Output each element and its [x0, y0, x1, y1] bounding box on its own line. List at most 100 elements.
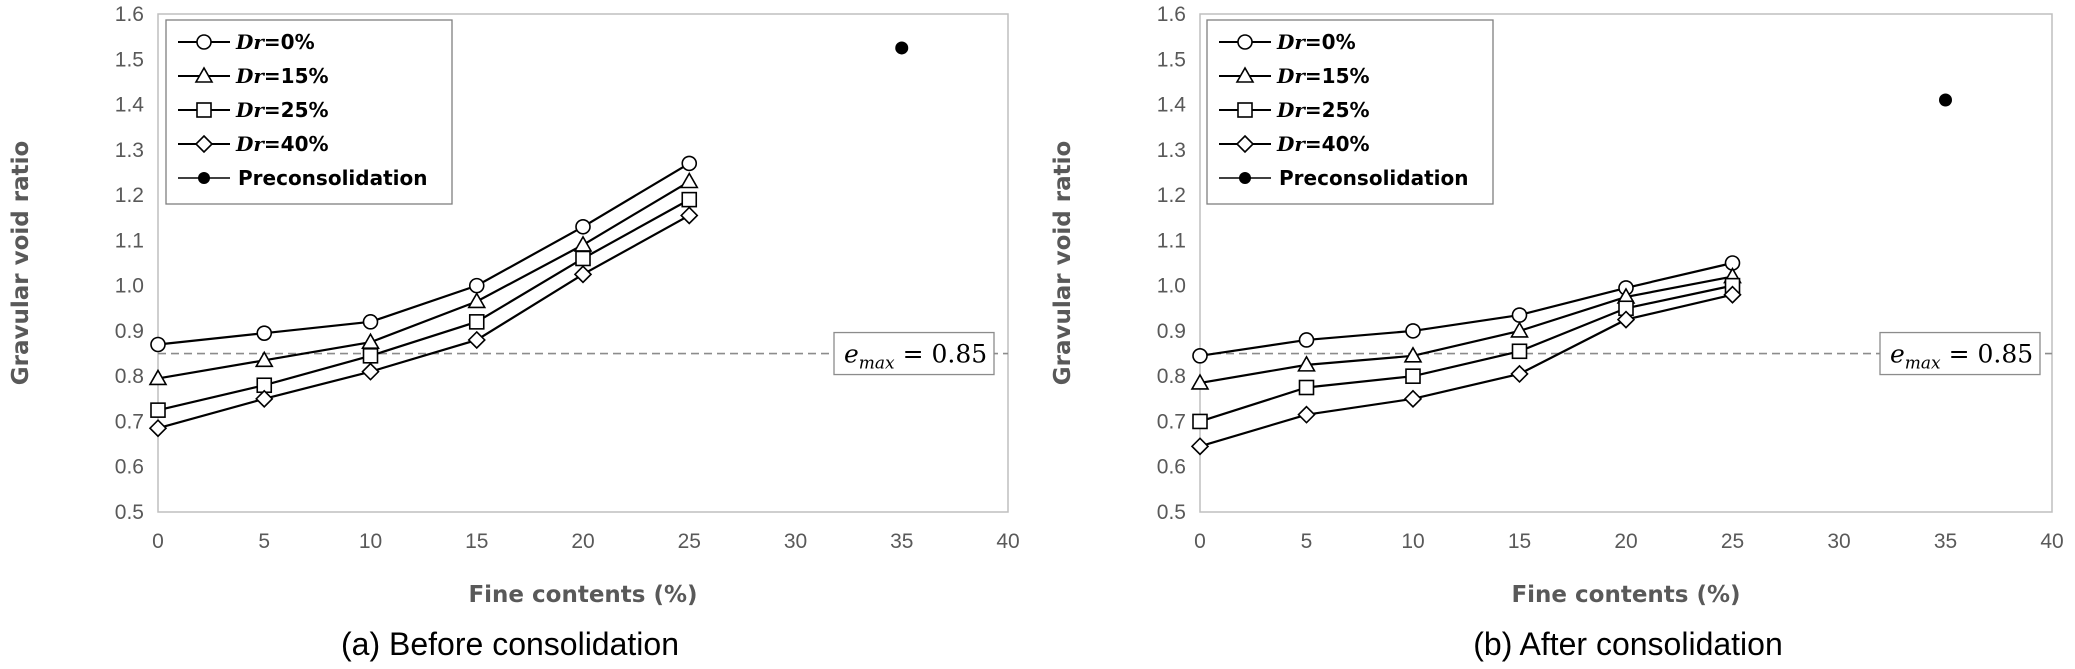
- x-tick-label: 15: [1508, 530, 1531, 553]
- data-point: [148, 419, 168, 438]
- data-point: [1510, 321, 1529, 338]
- y-tick-label: 0.6: [115, 456, 144, 479]
- legend-label-value: =40%: [264, 132, 329, 156]
- data-point: [256, 325, 273, 341]
- legend-label-value: =0%: [1305, 30, 1356, 54]
- series-line: [157, 214, 690, 430]
- series-diamond: [148, 206, 699, 438]
- data-point: [1297, 355, 1316, 372]
- legend-label: Dr=25%: [235, 98, 329, 122]
- y-tick-label: 1.0: [1157, 275, 1186, 298]
- data-point: [1511, 343, 1528, 360]
- data-point: [255, 389, 274, 408]
- data-point: [681, 191, 698, 208]
- reference-label-symbol: e: [1890, 340, 1905, 369]
- y-tick-label: 0.9: [1157, 320, 1186, 343]
- x-tick-label: 0: [1194, 530, 1206, 553]
- data-point: [468, 314, 485, 330]
- legend-label-variable: Dr: [235, 64, 265, 88]
- legend-label-value: =15%: [1305, 64, 1370, 88]
- legend-marker: [1237, 34, 1253, 50]
- reference-label-subscript: max: [859, 354, 895, 374]
- legend-label: Preconsolidation: [1279, 166, 1468, 190]
- data-point: [1405, 323, 1421, 339]
- legend-label-value: =40%: [1305, 132, 1370, 156]
- data-point: [679, 171, 699, 189]
- legend-label: Dr=15%: [235, 64, 329, 88]
- data-point: [362, 314, 379, 330]
- y-tick-label: 1.1: [1157, 229, 1186, 252]
- legend-label: Dr=40%: [235, 132, 329, 156]
- data-point: [1403, 346, 1423, 363]
- preconsolidation-point: [895, 41, 909, 55]
- reference-label: emax = 0.85: [844, 340, 987, 374]
- legend: Dr=0%Dr=15%Dr=25%Dr=40%Preconsolidation: [1206, 19, 1494, 205]
- y-tick-label: 0.6: [1157, 456, 1186, 479]
- series-line: [157, 180, 690, 380]
- y-tick-label: 1.6: [115, 3, 144, 26]
- data-point: [1190, 373, 1210, 390]
- legend-label-value: =0%: [264, 30, 315, 54]
- y-tick-label: 1.2: [115, 184, 144, 207]
- data-point: [362, 348, 379, 364]
- data-point: [1192, 348, 1208, 364]
- series-triangle: [1190, 266, 1742, 390]
- data-point: [254, 350, 274, 368]
- legend-label: Dr=0%: [1276, 30, 1356, 54]
- data-point: [681, 155, 698, 172]
- y-axis-title: Gravular void ratio: [1050, 141, 1076, 386]
- legend-marker: [196, 34, 212, 50]
- series-line: [1199, 275, 1733, 385]
- reference-label: emax = 0.85: [1890, 340, 2033, 374]
- legend-label-variable: Dr: [1276, 64, 1306, 88]
- series-circle: [1192, 255, 1741, 364]
- x-tick-label: 15: [465, 530, 488, 553]
- series-circle: [150, 155, 698, 353]
- legend-label: Preconsolidation: [238, 166, 427, 190]
- figure-caption: (a) Before consolidation: [341, 626, 679, 662]
- y-tick-label: 1.4: [1157, 94, 1187, 117]
- series-line: [157, 162, 690, 346]
- data-point: [575, 250, 591, 267]
- y-tick-label: 1.5: [1157, 48, 1186, 71]
- y-tick-label: 1.5: [115, 48, 144, 71]
- legend-label-value: =25%: [264, 98, 329, 122]
- x-axis-title: Fine contents (%): [468, 582, 697, 608]
- data-point: [1616, 310, 1636, 329]
- y-tick-label: 1.2: [1157, 184, 1186, 207]
- x-tick-label: 5: [1301, 530, 1313, 553]
- y-tick-label: 1.3: [115, 139, 144, 162]
- legend-label: Dr=15%: [1276, 64, 1370, 88]
- x-tick-label: 40: [2040, 530, 2063, 553]
- legend-box: [165, 19, 453, 205]
- plot-area-frame: [157, 13, 1009, 513]
- data-point: [148, 368, 168, 386]
- y-tick-label: 1.3: [1157, 139, 1186, 162]
- legend-label: Dr=25%: [1276, 98, 1370, 122]
- x-tick-label: 35: [1934, 530, 1957, 553]
- legend-label: Dr=40%: [1276, 132, 1370, 156]
- y-tick-label: 0.9: [115, 320, 144, 343]
- x-tick-label: 25: [678, 530, 701, 553]
- legend-label-variable: Dr: [1276, 30, 1306, 54]
- legend-marker: [1235, 134, 1255, 154]
- reference-label-value: = 0.85: [1941, 340, 2034, 369]
- legend-marker: [196, 102, 212, 118]
- figure-caption: (b) After consolidation: [1473, 626, 1783, 662]
- data-point: [361, 362, 380, 381]
- x-tick-label: 10: [359, 530, 382, 553]
- x-tick-label: 30: [1827, 530, 1850, 553]
- reference-label-subscript: max: [1905, 354, 1941, 374]
- y-tick-label: 1.0: [115, 275, 144, 298]
- data-point: [1297, 405, 1316, 424]
- series-line: [1199, 284, 1733, 423]
- series-line: [157, 198, 690, 412]
- legend-marker: [1239, 172, 1251, 184]
- chart-before-consolidation: 0.5 0.6 0.7 0.8 0.9 1.0 1.1 1.2 1.3 1.4 1.5 1.6 0 5 10…: [8, 3, 1020, 662]
- y-axis-title: Gravular void ratio: [8, 141, 34, 386]
- x-tick-label: 10: [1401, 530, 1424, 553]
- legend-marker: [194, 66, 214, 83]
- x-tick-label: 20: [571, 530, 594, 553]
- x-tick-label: 0: [152, 530, 164, 553]
